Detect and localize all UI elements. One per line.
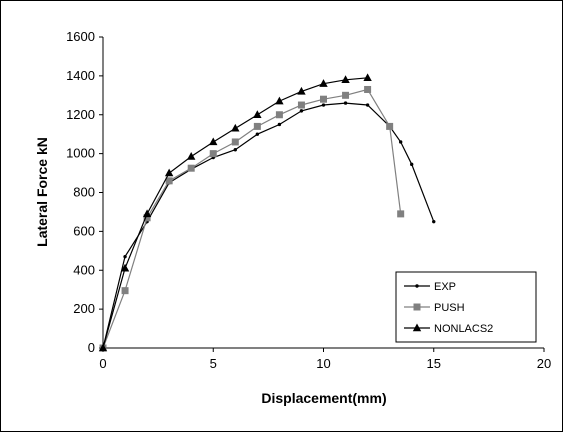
legend-item-exp: EXP [404,281,456,293]
data-point-exp [123,254,127,259]
data-point-push [231,138,239,146]
legend-item-nonlacs2: NONLACS2 [404,323,493,335]
y-tick-label: 800 [73,185,95,200]
data-point-nonlacs2 [275,96,284,105]
data-point-push [209,150,217,158]
data-point-push [364,85,372,93]
data-point-exp [321,103,326,107]
y-tick-label: 1200 [66,107,95,122]
data-point-nonlacs2 [231,123,240,132]
legend-item-push: PUSH [404,302,465,314]
y-tick-label: 1400 [66,68,95,83]
legend-marker-nonlacs2 [412,323,422,332]
data-point-push [187,164,195,172]
series-line-nonlacs2 [102,77,368,349]
data-point-push [143,214,151,222]
series-layer [98,73,436,352]
data-point-push [165,177,173,185]
data-point-exp [299,109,304,113]
data-point-nonlacs2 [363,73,372,82]
legend: EXP PUSH NONLACS2 [395,271,537,343]
data-point-nonlacs2 [98,343,108,352]
data-point-nonlacs2 [253,110,262,118]
data-point-nonlacs2 [187,152,196,160]
series-push [99,85,405,352]
data-point-push [342,91,350,99]
data-point-exp [432,219,436,224]
series-line-exp [102,102,435,349]
data-point-exp [343,101,348,105]
data-point-nonlacs2 [164,168,174,177]
legend-label-push: PUSH [434,302,465,314]
data-point-nonlacs2 [297,86,306,95]
data-point-push [253,122,261,130]
y-axis-title: Lateral Force kN [34,137,50,247]
y-tick-label: 200 [73,301,95,316]
data-point-nonlacs2 [209,137,218,146]
data-point-push [397,210,405,218]
data-point-exp [365,103,370,107]
data-point-push [275,111,283,119]
legend-label-nonlacs2: NONLACS2 [434,323,493,335]
data-point-nonlacs2 [120,263,130,272]
y-tick-label: 600 [73,223,95,238]
legend-label-exp: EXP [434,281,456,293]
series-exp [101,101,436,350]
data-point-push [121,287,129,295]
data-point-exp [255,132,260,136]
data-point-push [386,122,394,130]
x-tick-label: 0 [99,356,106,371]
data-point-nonlacs2 [142,209,152,218]
data-point-exp [277,122,282,127]
data-point-exp [398,140,403,144]
legend-marker-exp [415,284,419,288]
x-axis-title: Displacement(mm) [261,390,386,406]
x-tick-label: 5 [210,356,217,371]
y-tick-label: 1600 [66,29,95,44]
y-tick-label: 0 [88,340,95,355]
legend-marker-push [413,303,421,311]
series-nonlacs2 [98,73,372,352]
y-tick-label: 400 [73,262,95,277]
y-tick-label: 1000 [66,146,95,161]
tick-labels: 0 200 400 600 800 1000 1200 1400 1600 0 5 10 15 20 [66,29,551,371]
data-point-nonlacs2 [319,79,328,87]
data-point-push [297,101,305,109]
x-tick-label: 10 [316,356,330,371]
x-tick-label: 15 [427,356,441,371]
axes [99,36,545,352]
data-point-push [320,95,327,103]
data-point-exp [410,162,414,167]
data-point-exp [233,148,237,152]
data-point-nonlacs2 [341,75,350,83]
x-tick-label: 20 [537,356,551,371]
